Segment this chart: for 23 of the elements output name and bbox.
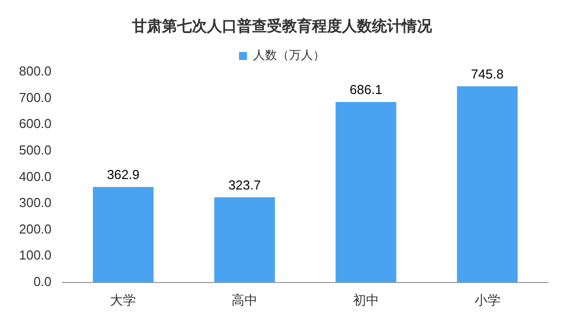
y-tick-label: 700.0 [18,90,52,105]
bar [456,86,518,282]
data-label: 323.7 [228,177,261,192]
y-tick-label: 500.0 [18,142,52,158]
bar [336,102,396,282]
legend-label: 人数（万人） [253,48,325,62]
y-tick-label: 600.0 [18,116,52,132]
data-label: 745.8 [471,66,504,82]
bar [214,197,275,282]
y-tick-label: 300.0 [18,195,52,210]
y-tick-label: 200.0 [18,221,52,236]
bar [92,186,154,282]
y-tick-label: 800.0 [18,64,52,79]
y-tick-label: 0.0 [33,274,52,289]
data-label: 362.9 [106,167,140,182]
x-tick-label: 高中 [232,292,258,309]
x-tick-label: 大学 [110,294,136,309]
x-tick-label: 初中 [352,294,379,309]
y-tick-label: 100.0 [18,248,52,263]
x-tick-label: 小学 [474,294,500,309]
y-tick-label: 400.0 [18,168,52,184]
data-label: 686.1 [350,82,382,98]
chart-title: 甘肃第七次人口普查受教育程度人数统计情况 [131,16,433,35]
